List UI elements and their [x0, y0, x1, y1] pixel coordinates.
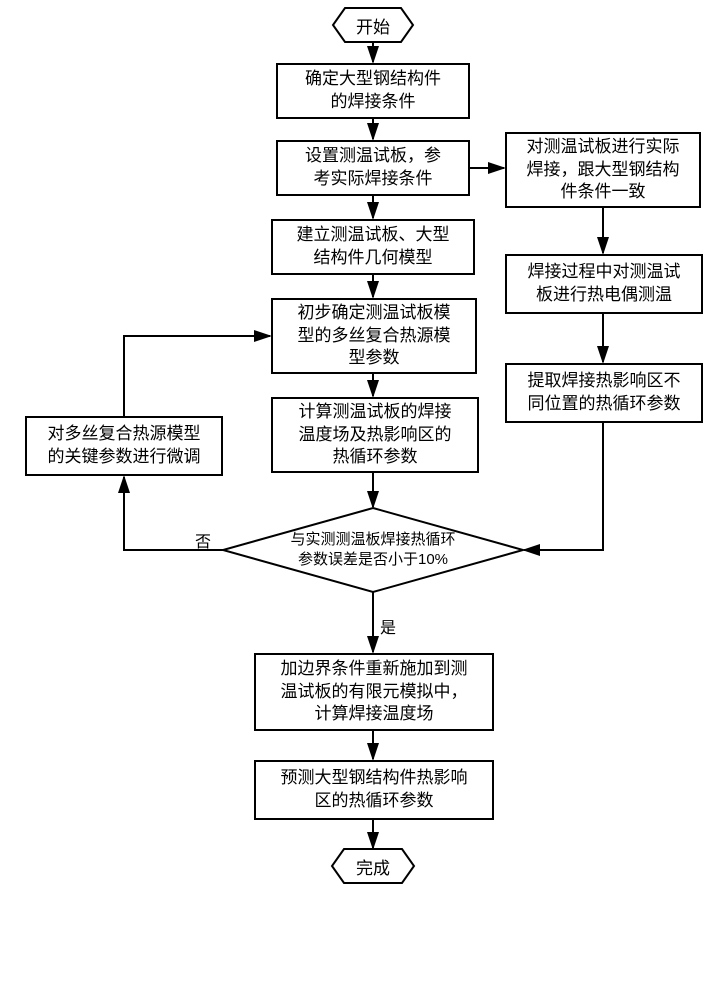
node-r2-label: 焊接过程中对测温试板进行热电偶测温 [528, 261, 681, 307]
start-label: 开始 [356, 13, 390, 38]
node-n3: 建立测温试板、大型结构件几何模型 [271, 219, 475, 275]
node-n1-label: 确定大型钢结构件的焊接条件 [305, 68, 441, 114]
node-n4: 初步确定测温试板模型的多丝复合热源模型参数 [271, 298, 477, 374]
node-r3: 提取焊接热影响区不同位置的热循环参数 [505, 363, 703, 423]
start-node: 开始 [333, 8, 413, 42]
node-r1: 对测温试板进行实际焊接，跟大型钢结构件条件一致 [505, 132, 701, 208]
node-n6-label: 加边界条件重新施加到测温试板的有限元模拟中，计算焊接温度场 [281, 658, 468, 727]
decision-label: 与实测测温板焊接热循环参数误差是否小于10% [290, 531, 455, 568]
node-n6: 加边界条件重新施加到测温试板的有限元模拟中，计算焊接温度场 [254, 653, 494, 731]
branch-no-label: 否 [195, 528, 211, 552]
branch-yes-label: 是 [380, 614, 396, 638]
node-n3-label: 建立测温试板、大型结构件几何模型 [297, 224, 450, 270]
node-n2: 设置测温试板，参考实际焊接条件 [276, 140, 470, 196]
end-label: 完成 [356, 854, 390, 879]
node-n5: 计算测温试板的焊接温度场及热影响区的热循环参数 [271, 397, 479, 473]
node-l1-label: 对多丝复合热源模型的关键参数进行微调 [48, 423, 201, 469]
node-n7: 预测大型钢结构件热影响区的热循环参数 [254, 760, 494, 820]
node-r3-label: 提取焊接热影响区不同位置的热循环参数 [528, 370, 681, 416]
node-n1: 确定大型钢结构件的焊接条件 [276, 63, 470, 119]
decision-node: 与实测测温板焊接热循环参数误差是否小于10% [243, 530, 503, 569]
node-n5-label: 计算测温试板的焊接温度场及热影响区的热循环参数 [299, 401, 452, 470]
node-l1: 对多丝复合热源模型的关键参数进行微调 [25, 416, 223, 476]
node-n2-label: 设置测温试板，参考实际焊接条件 [305, 145, 441, 191]
node-n4-label: 初步确定测温试板模型的多丝复合热源模型参数 [298, 302, 451, 371]
node-r2: 焊接过程中对测温试板进行热电偶测温 [505, 254, 703, 314]
end-node: 完成 [332, 849, 414, 883]
node-r1-label: 对测温试板进行实际焊接，跟大型钢结构件条件一致 [527, 136, 680, 205]
node-n7-label: 预测大型钢结构件热影响区的热循环参数 [281, 767, 468, 813]
